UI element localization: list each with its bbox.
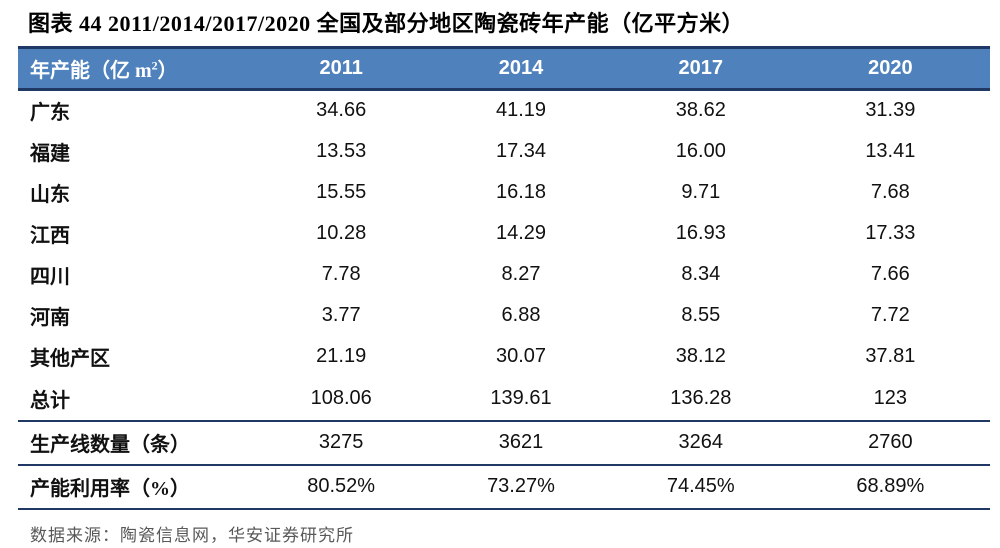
table-row-fujian: 福建 13.53 17.34 16.00 13.41 xyxy=(18,131,990,172)
table-cell: 2760 xyxy=(868,431,913,453)
table-row-guangdong: 广东 34.66 41.19 38.62 31.39 xyxy=(18,90,990,131)
header-year-2011: 2011 xyxy=(319,57,363,79)
row-label: 其他产区 xyxy=(30,347,110,370)
table-cell: 68.89% xyxy=(856,475,925,497)
table-row-production-lines: 生产线数量（条） 3275 3621 3264 2760 xyxy=(18,421,990,465)
table-cell: 3.77 xyxy=(321,303,361,326)
table-row-other-regions: 其他产区 21.19 30.07 38.12 37.81 xyxy=(18,336,990,377)
table-cell: 10.28 xyxy=(316,221,367,244)
table-row-total: 总计 108.06 139.61 136.28 123 xyxy=(18,377,990,421)
header-year-2020: 2020 xyxy=(868,57,913,79)
capacity-table: 年产能（亿 m2） 2011 2014 2017 2020 广东 34.66 4… xyxy=(18,46,990,510)
header-label-suffix: ） xyxy=(157,60,178,82)
header-year-2017: 2017 xyxy=(678,57,724,79)
table-cell: 123 xyxy=(873,386,908,409)
table-cell: 139.61 xyxy=(490,386,552,409)
table-cell: 38.62 xyxy=(675,99,726,122)
table-cell: 9.71 xyxy=(681,180,721,203)
table-row-henan: 河南 3.77 6.88 8.55 7.72 xyxy=(18,295,990,336)
table-cell: 73.27% xyxy=(487,475,555,497)
table-cell: 80.52% xyxy=(307,475,376,497)
row-label: 总计 xyxy=(30,389,70,412)
table-cell: 108.06 xyxy=(310,386,372,409)
table-cell: 7.78 xyxy=(321,262,361,285)
table-cell: 41.19 xyxy=(495,99,547,122)
header-label-prefix: 年产能（亿 m xyxy=(30,60,152,82)
row-label: 福建 xyxy=(30,142,70,165)
table-cell: 21.19 xyxy=(316,344,367,367)
table-cell: 7.72 xyxy=(870,303,910,326)
table-cell: 14.29 xyxy=(495,221,547,244)
table-body: 广东 34.66 41.19 38.62 31.39 福建 13.53 17.3… xyxy=(18,90,990,509)
row-label: 产能利用率（%） xyxy=(30,478,190,500)
row-label: 生产线数量（条） xyxy=(30,434,190,456)
table-cell: 136.28 xyxy=(670,386,732,409)
data-source: 数据来源：陶瓷信息网，华安证券研究所 xyxy=(30,525,354,545)
table-cell: 16.93 xyxy=(675,221,726,244)
table-header: 年产能（亿 m2） 2011 2014 2017 2020 xyxy=(18,47,990,90)
table-cell: 8.55 xyxy=(681,303,721,326)
table-cell: 31.39 xyxy=(865,99,916,122)
figure-title: 图表 44 2011/2014/2017/2020 全国及部分地区陶瓷砖年产能（… xyxy=(28,11,745,36)
header-row: 年产能（亿 m2） 2011 2014 2017 2020 xyxy=(18,47,990,90)
header-year-2014: 2014 xyxy=(498,57,544,79)
table-cell: 7.66 xyxy=(870,262,910,285)
table-cell: 3264 xyxy=(678,431,724,453)
table-cell: 13.53 xyxy=(316,139,367,162)
table-row-utilization-rate: 产能利用率（%） 80.52% 73.27% 74.45% 68.89% xyxy=(18,465,990,509)
table-cell: 16.18 xyxy=(495,180,547,203)
table-cell: 8.34 xyxy=(681,262,721,285)
table-row-sichuan: 四川 7.78 8.27 8.34 7.66 xyxy=(18,254,990,295)
table-cell: 8.27 xyxy=(501,262,541,285)
row-label: 江西 xyxy=(30,224,70,247)
table-cell: 34.66 xyxy=(316,99,367,122)
table-cell: 13.41 xyxy=(865,139,916,162)
table-cell: 30.07 xyxy=(495,344,547,367)
row-label: 四川 xyxy=(30,265,70,288)
table-cell: 17.33 xyxy=(865,221,916,244)
row-label: 广东 xyxy=(30,102,70,125)
table-cell: 38.12 xyxy=(675,344,726,367)
table-cell: 15.55 xyxy=(316,180,367,203)
table-row-jiangxi: 江西 10.28 14.29 16.93 17.33 xyxy=(18,213,990,254)
header-row-label: 年产能（亿 m2） xyxy=(18,48,251,90)
table-cell: 16.00 xyxy=(675,139,726,162)
table-cell: 3275 xyxy=(318,431,364,453)
table-cell: 17.34 xyxy=(495,139,547,162)
header-label-sup: 2 xyxy=(151,58,158,73)
row-label: 河南 xyxy=(30,306,70,329)
table-cell: 74.45% xyxy=(666,475,735,497)
table-cell: 3621 xyxy=(498,431,544,453)
table-cell: 37.81 xyxy=(865,344,916,367)
table-cell: 6.88 xyxy=(501,303,541,326)
table-cell: 7.68 xyxy=(870,180,910,203)
table-row-shandong: 山东 15.55 16.18 9.71 7.68 xyxy=(18,172,990,213)
row-label: 山东 xyxy=(30,183,70,206)
